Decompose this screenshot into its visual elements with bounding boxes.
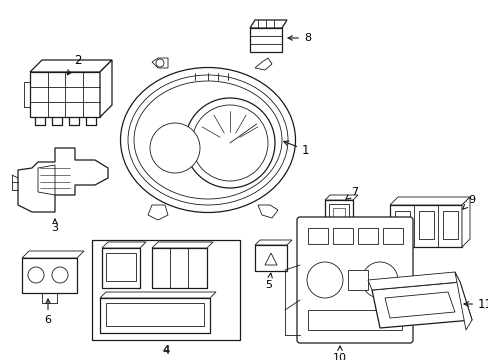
FancyBboxPatch shape	[296, 217, 412, 343]
Bar	[332, 208, 345, 220]
Bar	[382, 228, 402, 244]
Circle shape	[156, 59, 163, 67]
Circle shape	[306, 262, 342, 298]
Polygon shape	[148, 205, 168, 220]
Text: 9: 9	[462, 195, 475, 209]
Bar	[328, 204, 348, 224]
Text: 11: 11	[463, 297, 488, 310]
Text: 10: 10	[332, 346, 346, 360]
Polygon shape	[249, 20, 286, 28]
Bar	[307, 228, 327, 244]
Bar	[347, 270, 367, 290]
Polygon shape	[18, 148, 108, 212]
Text: 4: 4	[162, 343, 169, 356]
Bar	[357, 228, 377, 244]
Text: 4: 4	[162, 345, 169, 355]
Bar	[100, 298, 209, 333]
Polygon shape	[461, 197, 469, 247]
Circle shape	[361, 262, 397, 298]
Polygon shape	[254, 240, 291, 245]
Text: 3: 3	[51, 219, 59, 233]
Polygon shape	[264, 253, 276, 265]
Polygon shape	[152, 58, 168, 68]
Polygon shape	[389, 197, 469, 205]
Polygon shape	[367, 272, 459, 290]
Bar	[92, 240, 240, 340]
Polygon shape	[371, 282, 471, 328]
Ellipse shape	[150, 123, 200, 173]
Ellipse shape	[134, 81, 282, 199]
Polygon shape	[258, 205, 278, 218]
Bar	[332, 228, 352, 244]
Bar	[418, 211, 433, 239]
Bar	[254, 245, 286, 271]
Bar	[22, 258, 77, 293]
Polygon shape	[152, 242, 213, 248]
Circle shape	[52, 267, 68, 283]
Polygon shape	[325, 195, 357, 200]
Text: 2: 2	[67, 54, 81, 75]
Polygon shape	[384, 292, 454, 318]
Ellipse shape	[120, 68, 295, 212]
Bar	[30, 72, 100, 117]
Ellipse shape	[128, 75, 287, 205]
Bar	[106, 253, 136, 281]
Text: 7: 7	[345, 187, 358, 199]
Polygon shape	[454, 272, 471, 330]
Bar	[106, 303, 203, 326]
Polygon shape	[38, 165, 55, 195]
Circle shape	[184, 98, 274, 188]
Text: 5: 5	[265, 273, 272, 290]
Bar	[307, 310, 401, 330]
Bar	[325, 200, 352, 228]
Polygon shape	[100, 292, 216, 298]
Polygon shape	[100, 60, 112, 117]
Polygon shape	[30, 60, 112, 72]
Bar	[249, 28, 282, 52]
Bar	[394, 211, 409, 239]
Text: 6: 6	[44, 299, 51, 325]
Circle shape	[28, 267, 44, 283]
Bar	[389, 205, 461, 247]
Text: 8: 8	[287, 33, 310, 43]
Polygon shape	[102, 242, 146, 248]
Polygon shape	[22, 251, 84, 258]
Bar	[152, 248, 206, 288]
Text: 1: 1	[283, 141, 309, 157]
Bar	[102, 248, 140, 288]
Bar	[442, 211, 457, 239]
Circle shape	[192, 105, 267, 181]
Polygon shape	[254, 58, 271, 70]
